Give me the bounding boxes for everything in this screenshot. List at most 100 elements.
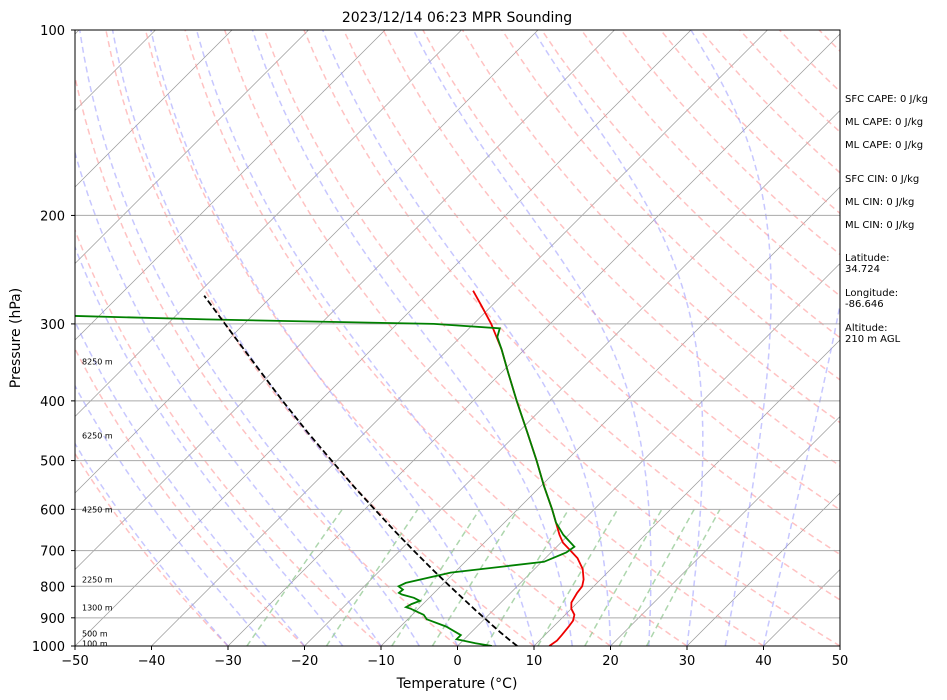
moist-adiabat-line (78, 30, 420, 646)
height-label: 500 m (82, 630, 108, 639)
moist-adiabat-line (412, 30, 652, 646)
annotation-line: Latitude: (845, 253, 890, 264)
x-tick-label: −20 (291, 654, 318, 669)
moist-adiabat-line (532, 30, 704, 646)
x-tick-label: 0 (453, 654, 461, 669)
y-axis-ticks: 1000 900 800 700 600 500 400 300 200 100 (32, 24, 75, 655)
annotation-line: 210 m AGL (845, 334, 901, 345)
height-label: 4250 m (82, 505, 113, 514)
moist-adiabat-line (75, 384, 267, 646)
y-tick-label: 900 (40, 612, 65, 627)
x-tick-label: 50 (832, 654, 849, 669)
annotation-line: Altitude: (845, 323, 887, 334)
annotation-latitude: Latitude: 34.724 (845, 253, 890, 275)
height-label: 6250 m (82, 431, 113, 440)
moist-adiabat-line (75, 245, 344, 646)
x-tick-label: −30 (214, 654, 241, 669)
dry-adiabat-line (144, 30, 611, 646)
height-label: 2250 m (82, 576, 113, 585)
dry-adiabat-line (75, 73, 458, 646)
annotation-sfc-cin: SFC CIN: 0 J/kg (845, 174, 919, 185)
background-lines (0, 30, 840, 646)
dry-adiabat-line (263, 30, 840, 646)
annotation-ml-cin: ML CIN: 0 J/kg (845, 197, 914, 208)
isotherm-line (75, 30, 539, 494)
isotherm-line (533, 339, 840, 646)
series-line-0 (472, 290, 585, 646)
y-tick-label: 500 (40, 455, 65, 470)
dry-adiabat-line (75, 452, 229, 646)
x-axis-ticks: −50 −40 −30 −20 −10 0 10 20 30 40 50 (61, 646, 848, 669)
moist-adiabat-line (150, 30, 497, 646)
mixing-ratio-line (645, 508, 721, 646)
x-tick-label: −50 (61, 654, 88, 669)
dry-adiabat-line (422, 30, 840, 467)
y-tick-label: 700 (40, 545, 65, 560)
annotation-ml-cin-2: ML CIN: 0 J/kg (845, 220, 914, 231)
isotherm-line (75, 30, 462, 417)
height-label: 1300 m (82, 604, 113, 613)
mixing-ratio-line (246, 508, 343, 646)
annotation-line: SFC CIN: 0 J/kg (845, 174, 919, 185)
y-tick-label: 200 (40, 209, 65, 224)
isotherm-line (686, 492, 840, 646)
moist-adiabat-line (75, 442, 229, 646)
annotation-line: Longitude: (845, 288, 898, 299)
annotation-sfc-cape: SFC CAPE: 0 J/kg (845, 94, 928, 105)
mixing-ratio-line (485, 508, 570, 646)
y-tick-label: 100 (40, 24, 65, 39)
moist-adiabat-line (195, 30, 535, 646)
isotherm-line (227, 33, 840, 646)
moist-adiabat-line (75, 150, 382, 646)
height-label: 100 m (82, 639, 108, 648)
annotation-longitude: Longitude: -86.646 (845, 288, 898, 310)
x-tick-label: 30 (679, 654, 696, 669)
x-tick-label: 20 (602, 654, 619, 669)
x-tick-label: −10 (367, 654, 394, 669)
height-label: 8250 m (82, 357, 113, 366)
x-tick-label: 40 (755, 654, 772, 669)
dry-adiabat-line (75, 347, 306, 646)
mixing-ratio-line (537, 508, 619, 646)
moist-adiabat-line (762, 301, 840, 646)
isotherm-line (75, 30, 692, 646)
series-line-2 (203, 295, 518, 646)
moist-adiabat-line (251, 30, 574, 646)
dry-adiabat-line (75, 228, 382, 646)
moist-adiabat-line (111, 30, 459, 646)
annotation-altitude: Altitude: 210 m AGL (845, 323, 901, 345)
isotherm-line (0, 30, 3, 646)
isotherm-line (151, 30, 768, 646)
dry-adiabat-line (223, 30, 764, 646)
y-tick-label: 1000 (32, 640, 65, 655)
dry-adiabat-line (303, 30, 840, 601)
x-tick-label: −40 (138, 654, 165, 669)
x-axis-label: Temperature (°C) (396, 676, 518, 692)
moist-adiabat-line (322, 30, 612, 646)
isotherm-line (380, 186, 840, 646)
x-tick-label: 10 (526, 654, 543, 669)
isotherm-line (75, 30, 386, 341)
plot-frame (74, 29, 841, 647)
annotation-line: SFC CAPE: 0 J/kg (845, 94, 928, 105)
annotation-line: -86.646 (845, 299, 884, 310)
dry-adiabat-line (580, 30, 840, 297)
y-tick-label: 800 (40, 580, 65, 595)
annotation-line: ML CIN: 0 J/kg (845, 197, 914, 208)
y-axis-label: Pressure (hPa) (8, 288, 24, 388)
annotation-line: ML CAPE: 0 J/kg (845, 117, 923, 128)
annotation-ml-cape-2: ML CAPE: 0 J/kg (845, 140, 923, 151)
chart-title: 2023/12/14 06:23 MPR Sounding (342, 10, 572, 26)
series-line-1 (75, 315, 576, 646)
y-tick-label: 400 (40, 395, 65, 410)
isotherm-line (457, 263, 840, 646)
mixing-ratio-line (618, 508, 695, 646)
mixing-ratio-line (584, 508, 663, 646)
sounding-annotations: SFC CAPE: 0 J/kg ML CAPE: 0 J/kg ML CAPE: … (845, 94, 928, 345)
dry-adiabat-line (382, 30, 840, 511)
isotherm-line (75, 30, 233, 188)
annotation-ml-cape: ML CAPE: 0 J/kg (845, 117, 923, 128)
isotherm-line (610, 416, 840, 646)
